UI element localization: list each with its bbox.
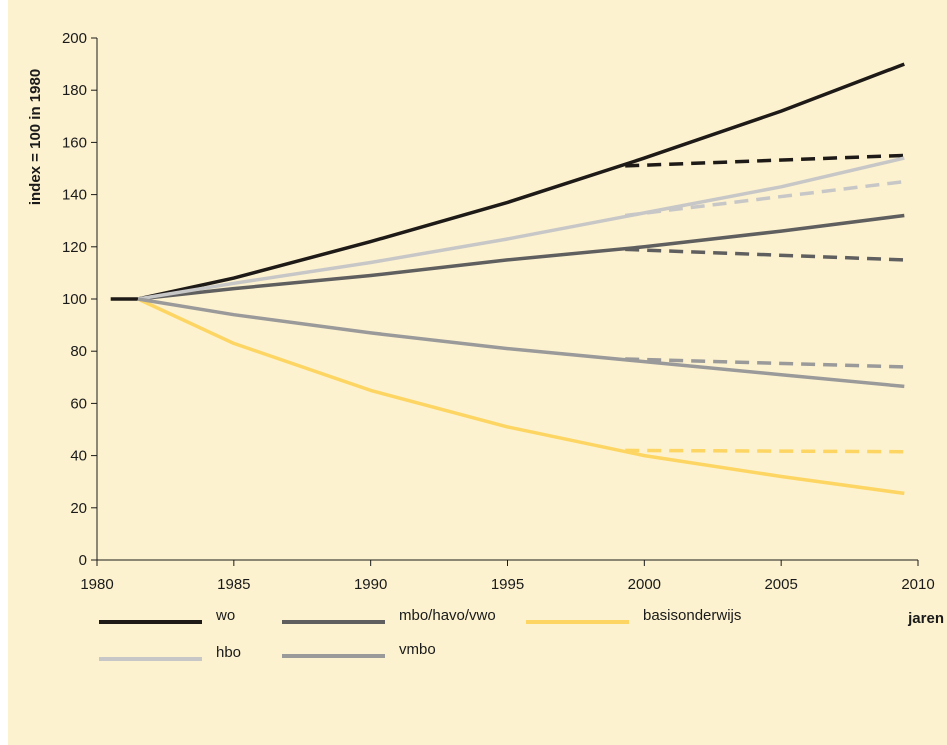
y-tick-label: 40 (70, 448, 87, 465)
series-line-mbo-havo-vwo (137, 213, 905, 301)
y-axis-title: index = 100 in 1980 (27, 69, 44, 205)
series-line-projection-dashed (625, 247, 905, 262)
series-line-basisonderwijs (137, 297, 905, 496)
x-tick-label: 2005 (764, 576, 797, 593)
y-tick-label: 0 (79, 552, 87, 569)
series-line-projection-dashed (625, 153, 905, 168)
series-line-wo (110, 62, 905, 301)
y-tick-label: 120 (62, 239, 87, 256)
y-tick-label: 200 (62, 30, 87, 47)
y-tick-label: 100 (62, 291, 87, 308)
series-line-vmbo (137, 297, 905, 389)
y-tick-label: 20 (70, 500, 87, 517)
legend-label: vmbo (399, 641, 436, 658)
y-tick-label: 80 (70, 343, 87, 360)
series-line-projection-dashed (625, 448, 905, 454)
y-tick-label: 140 (62, 187, 87, 204)
series-line-projection-dashed (624, 179, 905, 218)
x-tick-label: 1990 (354, 576, 387, 593)
y-tick-label: 180 (62, 82, 87, 99)
x-tick-label: 1995 (491, 576, 524, 593)
legend-label: mbo/havo/vwo (399, 607, 496, 624)
series-line-hbo (137, 156, 905, 301)
legend-label: hbo (216, 644, 241, 661)
legend-label: basisonderwijs (643, 607, 741, 624)
x-axis-title: jaren (907, 610, 944, 627)
x-tick-label: 1985 (217, 576, 250, 593)
x-tick-label: 2010 (901, 576, 934, 593)
chart-background-strip (8, 0, 947, 4)
y-tick-label: 60 (70, 395, 87, 412)
series-line-projection-dashed (625, 357, 905, 369)
legend-label: wo (215, 607, 235, 624)
x-tick-label: 1980 (80, 576, 113, 593)
y-tick-label: 160 (62, 134, 87, 151)
x-tick-label: 2000 (628, 576, 661, 593)
